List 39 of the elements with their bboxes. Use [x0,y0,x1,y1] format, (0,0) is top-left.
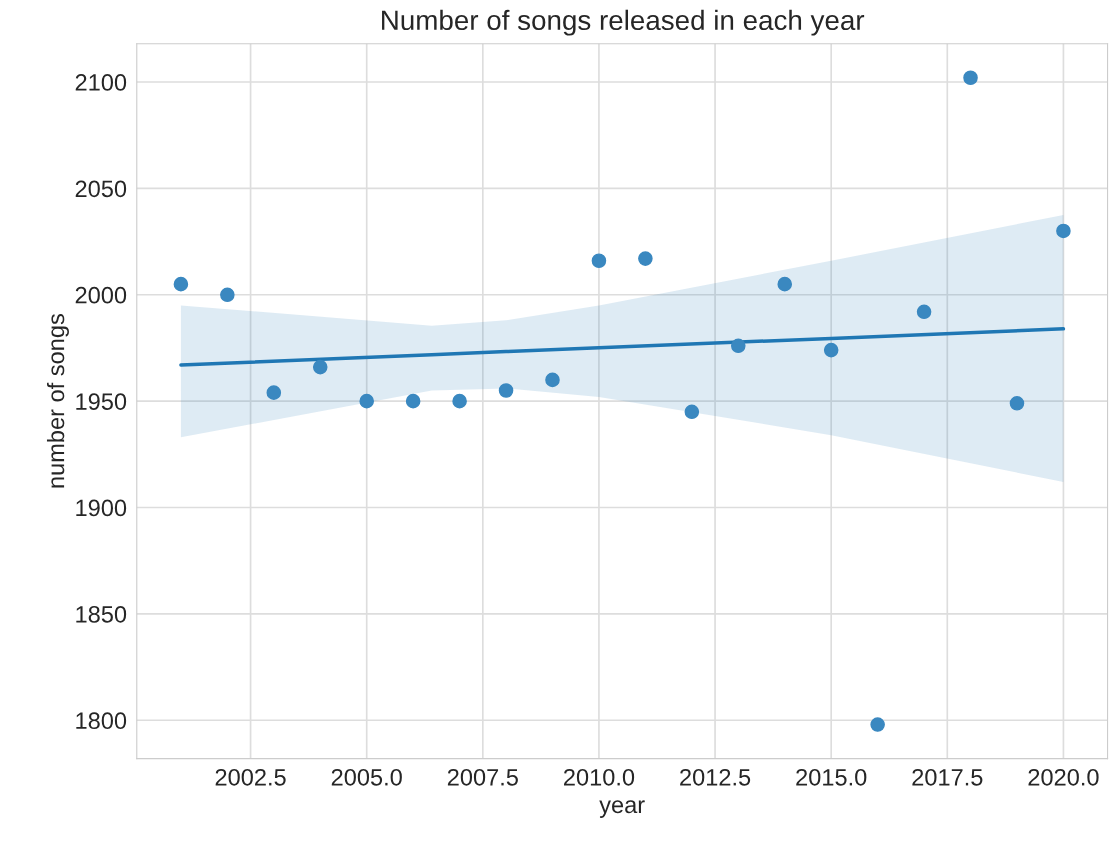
x-tick-label: 2002.5 [215,768,286,786]
point [266,385,282,400]
x-tick-label: 2005.0 [331,768,402,786]
x-tick-label: 2007.5 [447,768,518,786]
point [359,393,374,409]
y-tick-label: 2100 [75,74,127,91]
point [312,359,328,375]
line-series [179,327,1066,367]
point [684,404,700,420]
y-axis-title: number of songs [46,314,69,488]
x-tick-label: 2020.0 [1028,768,1099,786]
point [916,304,932,320]
chart-title: Number of songs released in each year [382,9,865,36]
point [777,276,793,292]
y-tick-label: 1950 [76,393,127,410]
point [498,383,514,398]
point [591,253,607,269]
x-axis-title: year [599,800,645,818]
point [963,70,978,86]
point [545,372,560,388]
point [638,251,653,266]
point [823,342,839,358]
point [870,717,885,732]
point [1056,223,1071,239]
point [220,287,235,303]
y-tick-label: 2000 [75,286,127,304]
point [731,338,746,354]
point [405,393,421,409]
point [452,393,467,409]
y-tick-label: 2050 [75,180,127,198]
point [1009,396,1025,411]
x-tick-label: 2015.0 [796,768,867,786]
x-tick-label: 2012.5 [680,768,751,786]
point [173,276,189,292]
y-tick-label: 1800 [76,712,127,730]
y-tick-label: 1900 [76,499,127,517]
x-tick-label: 2017.5 [912,768,983,786]
x-tick-label: 2010.0 [564,768,635,786]
y-tick-label: 1850 [76,605,127,623]
